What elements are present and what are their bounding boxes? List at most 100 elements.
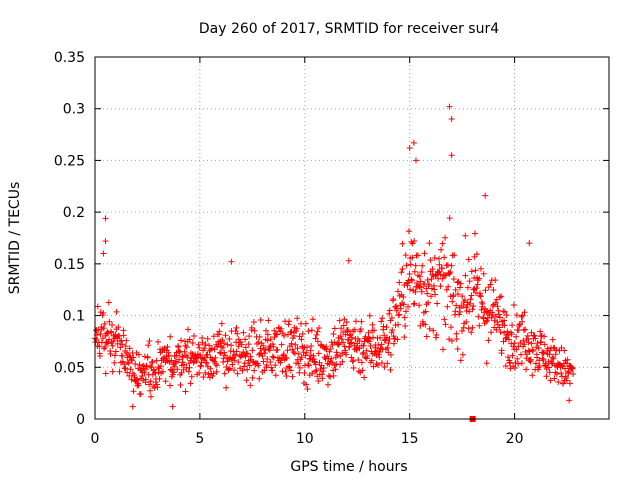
data-point (468, 268, 475, 275)
data-point (439, 240, 446, 247)
data-point (412, 157, 419, 164)
data-point (308, 343, 315, 350)
data-point (124, 359, 131, 366)
data-point (436, 255, 443, 262)
data-point (111, 352, 118, 359)
data-point (563, 360, 570, 367)
data-point (301, 369, 308, 376)
data-point (509, 322, 516, 329)
data-point (410, 139, 417, 146)
plot-frame (94, 56, 610, 420)
data-point (553, 346, 560, 353)
data-point (312, 361, 319, 368)
data-point (330, 331, 337, 338)
data-point (536, 362, 543, 369)
data-point (203, 359, 210, 366)
data-point (109, 322, 116, 329)
data-point (242, 336, 249, 343)
data-point (502, 363, 509, 370)
data-point (145, 342, 152, 349)
data-point (312, 368, 319, 375)
data-point (366, 335, 373, 342)
data-point (200, 373, 207, 380)
data-point (402, 322, 409, 329)
data-point (269, 367, 276, 374)
data-point (397, 305, 404, 312)
data-point (115, 324, 122, 331)
data-point (445, 283, 452, 290)
data-point (361, 374, 368, 381)
data-point (327, 373, 334, 380)
data-point (406, 270, 413, 277)
data-point (456, 311, 463, 318)
data-point (476, 275, 483, 282)
data-point (488, 314, 495, 321)
data-point (471, 253, 478, 260)
data-point (429, 266, 436, 273)
data-point (425, 299, 432, 306)
data-point (298, 336, 305, 343)
data-point (496, 294, 503, 301)
data-point (307, 352, 314, 359)
data-point (274, 346, 281, 353)
data-point (425, 281, 432, 288)
data-point (283, 373, 290, 380)
chart-title: Day 260 of 2017, SRMTID for receiver sur… (199, 21, 499, 37)
data-point (264, 337, 271, 344)
data-point (348, 334, 355, 341)
data-point (149, 358, 156, 365)
data-point (489, 311, 496, 318)
data-point (510, 302, 517, 309)
data-point (367, 342, 374, 349)
data-point (219, 337, 226, 344)
data-point (360, 342, 367, 349)
data-point (154, 384, 161, 391)
data-point (459, 328, 466, 335)
data-point (202, 341, 209, 348)
data-point (505, 336, 512, 343)
data-point (331, 325, 338, 332)
data-point (188, 373, 195, 380)
data-point (483, 318, 490, 325)
data-point (508, 331, 515, 338)
data-point (375, 342, 382, 349)
data-point (436, 268, 443, 275)
data-point (132, 360, 139, 367)
data-point (213, 368, 220, 375)
data-point (399, 240, 406, 247)
data-point (272, 372, 279, 379)
data-point (256, 333, 263, 340)
data-point (424, 290, 431, 297)
data-point (189, 339, 196, 346)
x-tick-label: 20 (506, 431, 524, 447)
data-point (314, 338, 321, 345)
data-point (390, 296, 397, 303)
data-point (476, 290, 483, 297)
data-point (524, 351, 531, 358)
data-point (410, 301, 417, 308)
data-point (518, 313, 525, 320)
data-point (182, 388, 189, 395)
data-point (426, 240, 433, 247)
data-point (448, 116, 455, 123)
data-point (102, 215, 109, 222)
data-point (247, 382, 254, 389)
data-point (262, 327, 269, 334)
data-point (466, 308, 473, 315)
data-point (175, 347, 182, 354)
data-point (446, 215, 453, 222)
data-point (127, 366, 134, 373)
data-point (527, 356, 534, 363)
data-point (463, 318, 470, 325)
data-point (278, 325, 285, 332)
data-point (371, 327, 378, 334)
data-point (186, 364, 193, 371)
data-point (205, 371, 212, 378)
data-point (196, 344, 203, 351)
data-point (338, 335, 345, 342)
data-point (421, 250, 428, 257)
data-point (117, 344, 124, 351)
data-point (477, 265, 484, 272)
data-point (481, 320, 488, 327)
data-point (122, 365, 129, 372)
